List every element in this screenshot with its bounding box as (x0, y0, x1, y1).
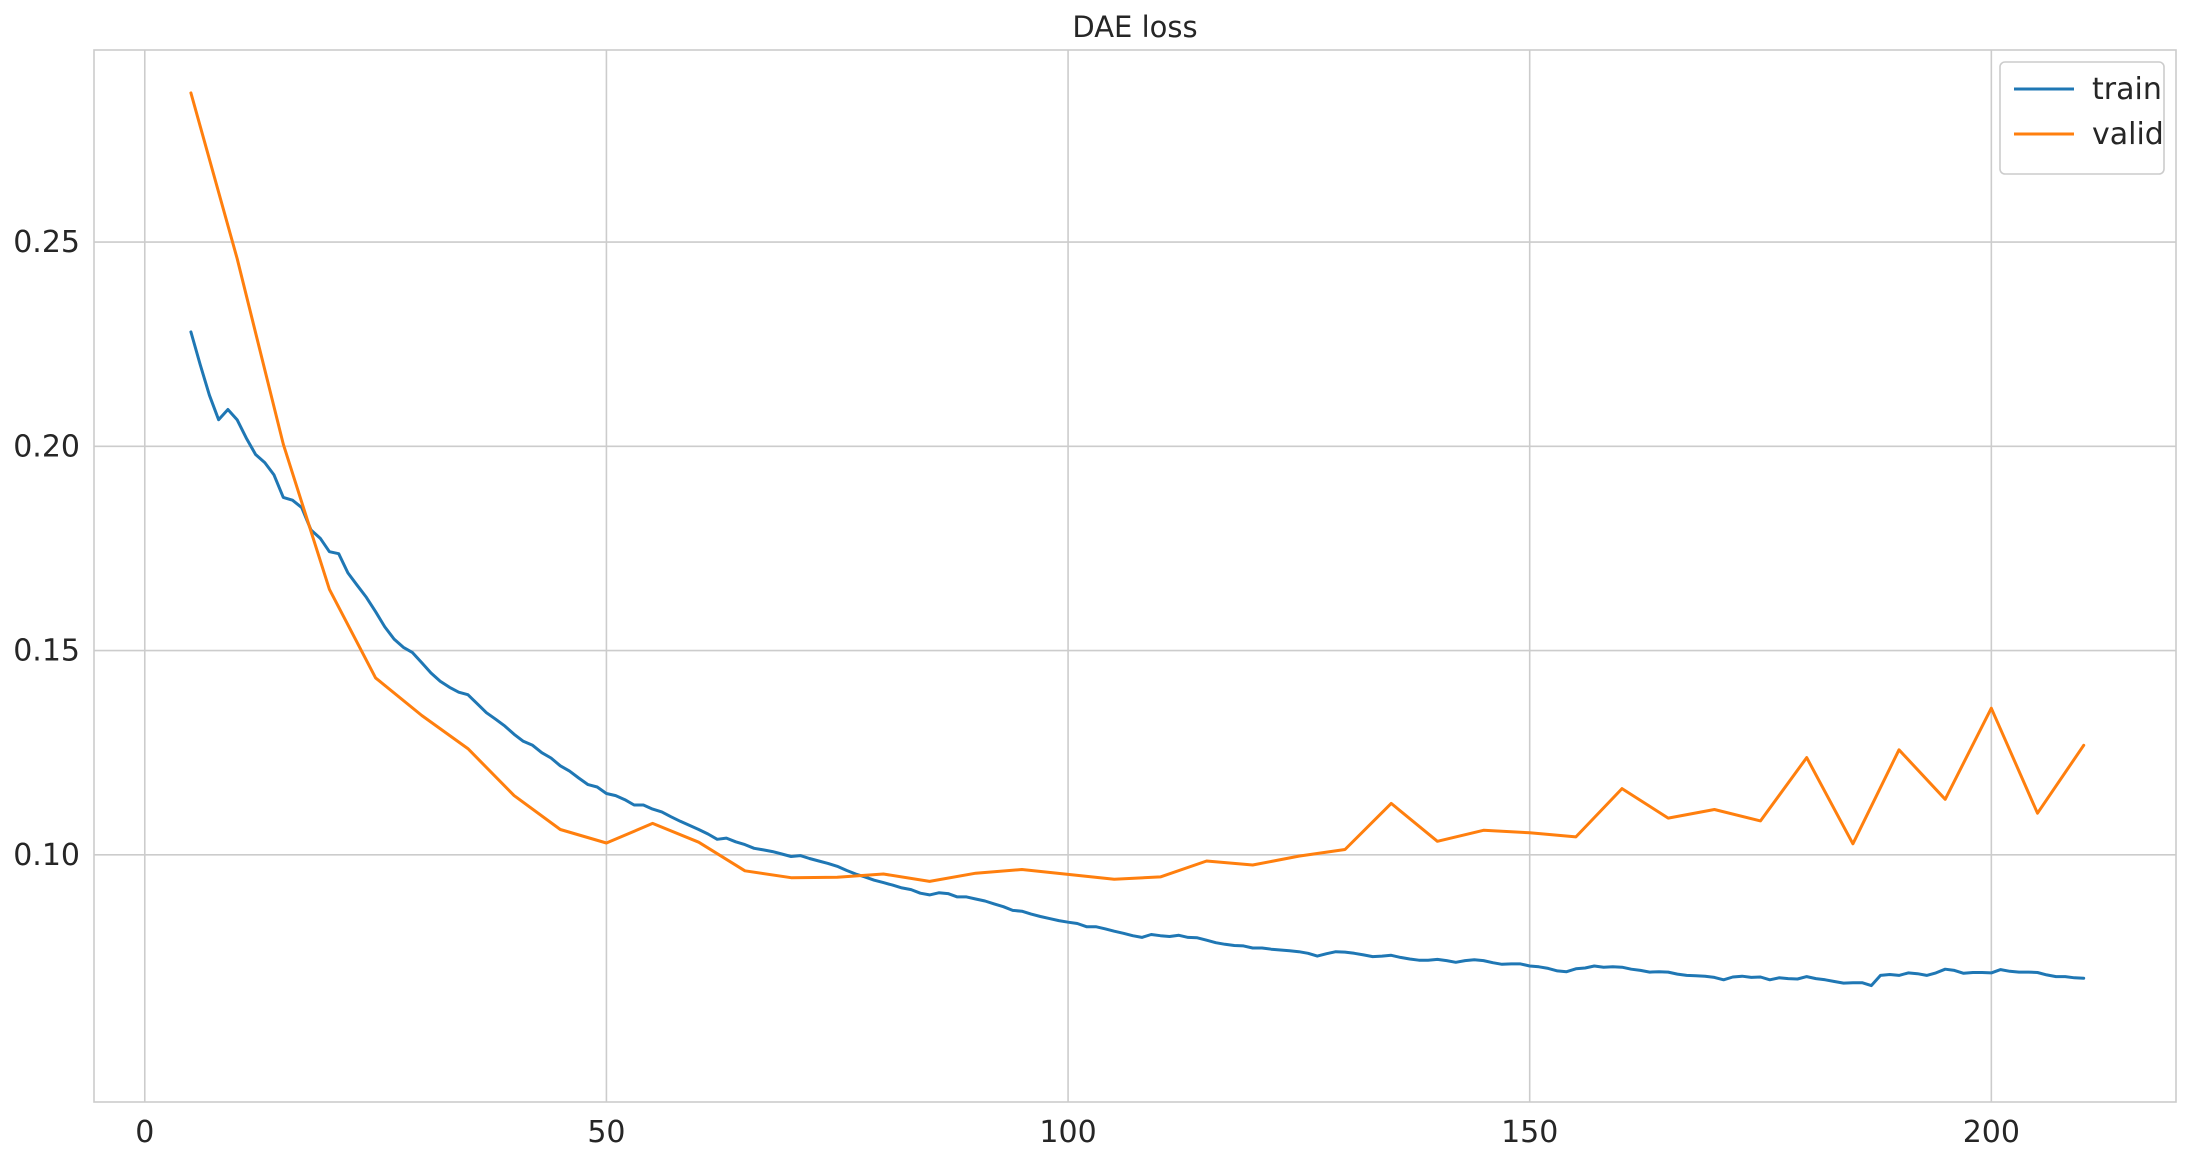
x-tick-label: 0 (135, 1115, 154, 1150)
chart-title: DAE loss (1072, 10, 1197, 44)
series-lines (189, 91, 2086, 988)
legend-label-valid: valid (2092, 117, 2164, 152)
plot-frame (93, 49, 2177, 1103)
y-tick-label: 0.10 (13, 838, 80, 873)
y-tick-label: 0.15 (13, 634, 80, 669)
y-tick-label: 0.20 (13, 429, 80, 464)
legend-label-train: train (2092, 72, 2162, 107)
x-tick-label: 200 (1963, 1115, 2020, 1150)
y-tick-label: 0.25 (13, 225, 80, 260)
series-line-train (189, 330, 2086, 988)
series-line-valid (189, 91, 2086, 883)
grid-lines (94, 50, 2176, 1102)
legend: train valid (1999, 61, 2165, 175)
x-tick-label: 50 (587, 1115, 625, 1150)
tick-labels: 0 50 100 150 200 0.10 0.15 0.20 0.25 (13, 225, 2020, 1150)
x-tick-label: 100 (1039, 1115, 1096, 1150)
x-tick-label: 150 (1501, 1115, 1558, 1150)
